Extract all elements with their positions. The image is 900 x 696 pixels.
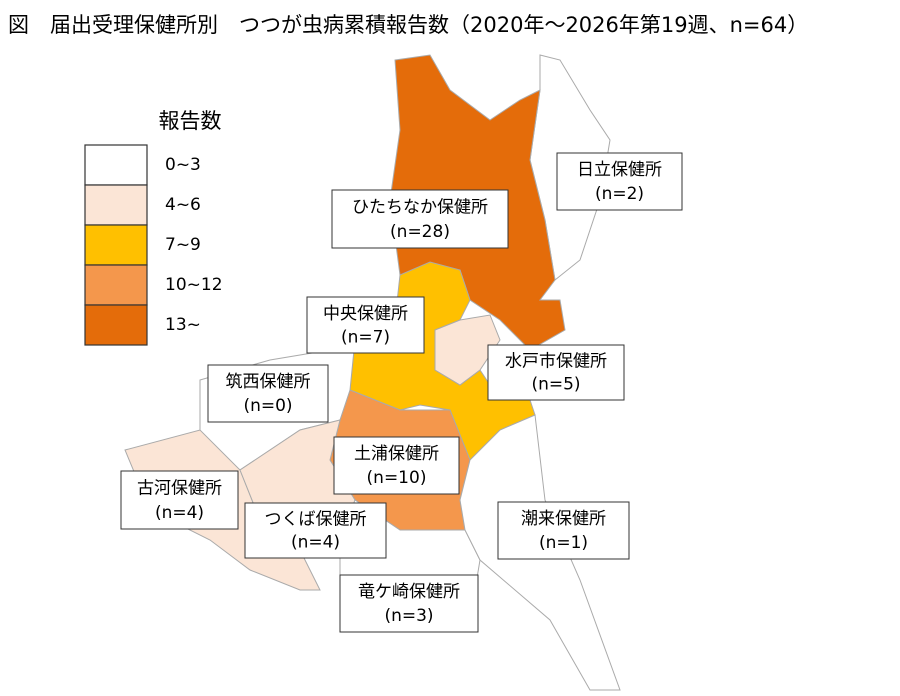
region-name: つくば保健所 — [265, 510, 367, 530]
region-label: 古河保健所 (n=4) — [120, 470, 239, 530]
legend-label: 7~9 — [165, 235, 201, 255]
region-name: 筑西保健所 — [226, 372, 311, 392]
region-count: (n=0) — [243, 396, 292, 416]
region-name: 土浦保健所 — [354, 444, 439, 464]
label-box — [120, 470, 239, 530]
label-box — [331, 189, 509, 249]
legend-label: 13~ — [165, 315, 201, 335]
region-name: 日立保健所 — [577, 160, 662, 180]
labels: 日立保健所 (n=2) ひたちなか保健所 (n=28) 中央保健所 (n=7) 水戸市保健所… — [120, 152, 683, 633]
region-label: 竜ケ崎保健所 (n=3) — [339, 574, 479, 633]
region-label: 水戸市保健所 (n=5) — [487, 344, 625, 401]
region-label: つくば保健所 (n=4) — [244, 502, 387, 559]
region-label: 土浦保健所 (n=10) — [333, 436, 460, 495]
label-box — [339, 574, 479, 633]
region-name: 竜ケ崎保健所 — [358, 582, 460, 602]
label-box — [333, 436, 460, 495]
region-count: (n=3) — [384, 606, 433, 626]
legend-title: 報告数 — [159, 109, 222, 133]
label-box — [497, 501, 630, 560]
region-name: ひたちなか保健所 — [352, 197, 488, 217]
region-label: ひたちなか保健所 (n=28) — [331, 189, 509, 249]
region-name: 古河保健所 — [137, 478, 222, 498]
region-label: 潮来保健所 (n=1) — [497, 501, 630, 560]
label-box — [207, 364, 329, 423]
region-count: (n=2) — [595, 184, 644, 204]
region-count: (n=28) — [390, 222, 450, 242]
region-count: (n=7) — [341, 327, 390, 347]
region-count: (n=10) — [367, 468, 427, 488]
legend-label: 10~12 — [165, 275, 223, 295]
legend-swatch — [84, 264, 148, 306]
legend-swatch — [84, 144, 148, 186]
region-label: 日立保健所 (n=2) — [556, 152, 683, 211]
region-name: 水戸市保健所 — [505, 352, 607, 372]
region-label: 中央保健所 (n=7) — [306, 296, 425, 354]
label-box — [487, 344, 625, 401]
label-box — [556, 152, 683, 211]
legend: 0~3 4~6 7~9 10~12 13~ — [84, 144, 223, 346]
legend-label: 4~6 — [165, 195, 201, 215]
region-count: (n=5) — [531, 375, 580, 395]
label-box — [306, 296, 425, 354]
legend-swatch — [84, 304, 148, 346]
legend-label: 0~3 — [165, 155, 201, 175]
region-count: (n=1) — [539, 533, 588, 553]
label-box — [244, 502, 387, 559]
region-count: (n=4) — [291, 533, 340, 553]
region-mito — [434, 314, 501, 386]
region-name: 中央保健所 — [323, 304, 408, 324]
region-name: 潮来保健所 — [521, 509, 606, 529]
region-label: 筑西保健所 (n=0) — [207, 364, 329, 423]
legend-swatch — [84, 184, 148, 226]
title: 図 届出受理保健所別 つつが虫病累積報告数（2020年～2026年第19週、n=… — [8, 13, 808, 37]
legend-swatch — [84, 224, 148, 266]
region-count: (n=4) — [155, 503, 204, 523]
